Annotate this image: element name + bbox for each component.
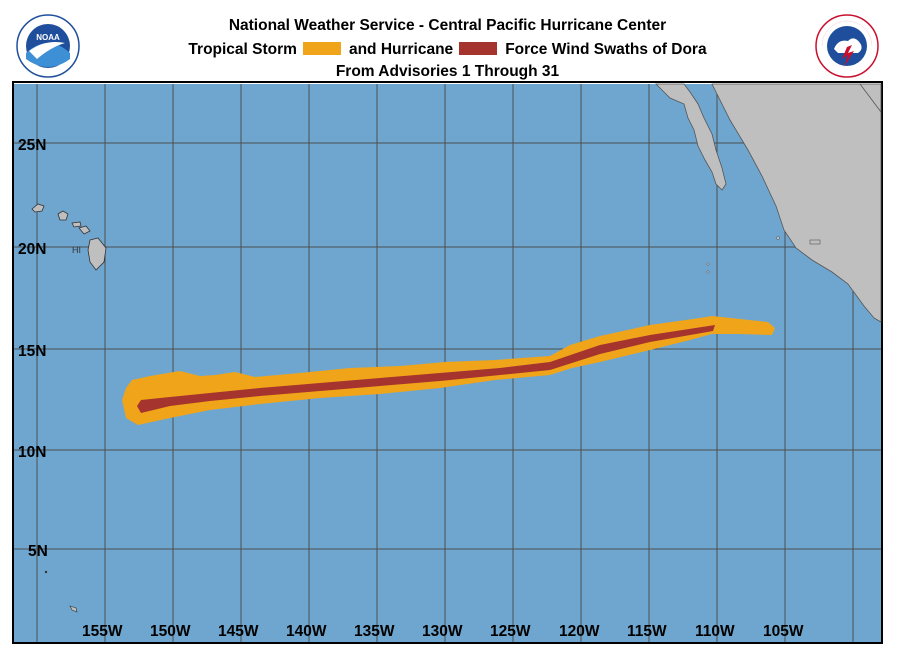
lat-label-20n: 20N: [18, 241, 46, 258]
legend-label-tropical-storm: Tropical Storm: [188, 41, 297, 58]
lon-label-145w: 145W: [218, 623, 259, 640]
map-header: National Weather Service - Central Pacif…: [12, 10, 883, 83]
island: [69, 605, 78, 613]
lon-label-110w: 110W: [695, 623, 735, 640]
lat-label-25n: 25N: [18, 137, 46, 154]
island: [809, 239, 821, 245]
island: [706, 262, 710, 266]
lon-label-135w: 135W: [354, 623, 395, 640]
lon-label-105w: 105W: [763, 623, 804, 640]
hawaiian-islands: [31, 203, 107, 271]
noaa-logo-text: NOAA: [36, 33, 60, 42]
hurricane-swath: [137, 325, 715, 413]
legend-label-hurricane: and Hurricane: [348, 41, 454, 58]
lon-label-150w: 150W: [150, 623, 191, 640]
legend-line: Tropical Storm and Hurricane Force Wind Sw…: [12, 41, 883, 59]
noaa-logo-icon: NOAA: [16, 14, 80, 78]
island: [776, 236, 780, 240]
island: [706, 270, 710, 274]
baja-california: [655, 83, 727, 191]
tropical-storm-swatch: [302, 42, 341, 55]
lon-label-140w: 140W: [286, 623, 327, 640]
legend-label-force-wind: Force Wind Swaths of Dora: [505, 41, 707, 58]
lat-label-5n: 5N: [28, 543, 48, 560]
lon-label-125w: 125W: [490, 623, 531, 640]
island: [44, 570, 48, 574]
mainland-mexico: [711, 83, 882, 323]
nws-logo-icon: [815, 14, 879, 78]
header-title: National Weather Service - Central Pacif…: [228, 17, 667, 34]
lat-label-15n: 15N: [18, 343, 46, 360]
lon-label-130w: 130W: [422, 623, 463, 640]
lon-label-115w: 115W: [627, 623, 667, 640]
coastline-detail: [859, 83, 882, 113]
hurricane-swatch: [459, 42, 498, 55]
lat-label-10n: 10N: [18, 444, 46, 461]
header-subtitle: From Advisories 1 Through 31: [335, 63, 560, 80]
lon-label-120w: 120W: [559, 623, 600, 640]
hawaii-label: HI: [72, 245, 81, 255]
lon-label-155w: 155W: [82, 623, 123, 640]
